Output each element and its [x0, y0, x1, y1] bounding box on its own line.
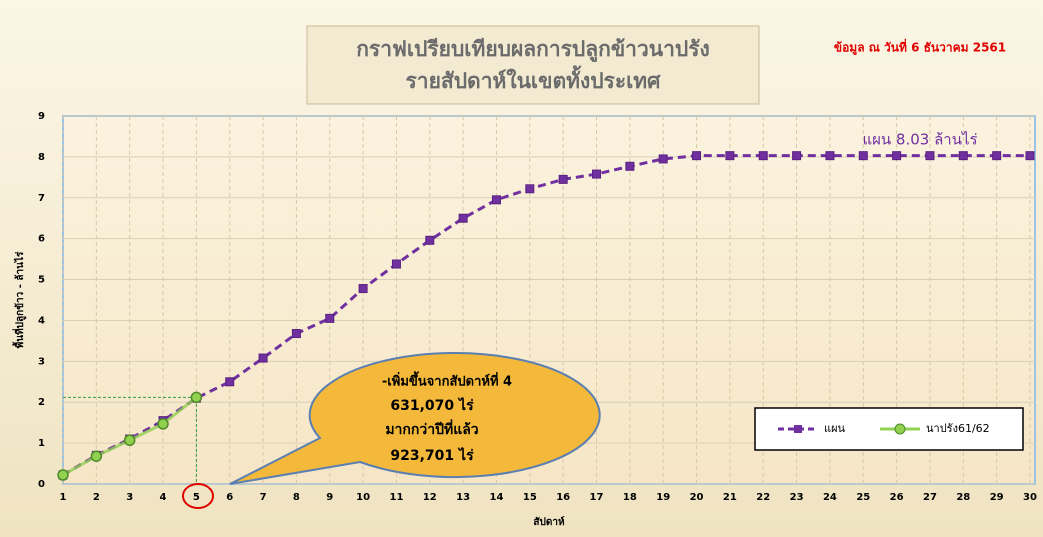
marker: [157, 418, 169, 430]
marker: [858, 151, 868, 161]
x-tick-label: 11: [389, 492, 403, 503]
callout-text: มากกว่าปีที่แล้ว: [385, 419, 478, 438]
x-tick-label: 13: [456, 492, 470, 503]
y-tick-label: 5: [38, 275, 45, 286]
x-tick-label: 1: [60, 492, 67, 503]
x-tick-label: 24: [823, 492, 837, 503]
marker: [958, 151, 968, 161]
y-tick-label: 9: [38, 111, 45, 122]
marker: [358, 284, 368, 294]
marker: [491, 195, 501, 205]
y-tick-label: 0: [38, 479, 45, 490]
marker: [57, 469, 69, 481]
x-tick-label: 30: [1023, 492, 1037, 503]
x-tick-label: 28: [956, 492, 970, 503]
x-tick-label: 4: [160, 492, 167, 503]
x-tick-label: 26: [890, 492, 904, 503]
x-tick-label: 10: [356, 492, 370, 503]
x-tick-label: 21: [723, 492, 737, 503]
y-tick-label: 7: [38, 193, 45, 204]
callout-text: 631,070 ไร่: [390, 396, 474, 414]
marker: [325, 313, 335, 323]
marker: [758, 151, 768, 161]
x-tick-label: 15: [523, 492, 537, 503]
legend-label: แผน: [824, 422, 846, 435]
x-tick-label: 19: [656, 492, 670, 503]
marker: [190, 391, 203, 404]
x-axis-label: สัปดาห์: [533, 516, 565, 528]
marker: [892, 151, 902, 161]
y-tick-label: 1: [38, 438, 45, 449]
x-tick-label: 29: [990, 492, 1004, 503]
chart-title: กราฟเปรียบเทียบผลการปลูกข้าวนาปรัง: [356, 37, 710, 63]
series-line: [62, 154, 1030, 477]
callout-text: -เพิ่มขึ้นจากสัปดาห์ที่ 4: [382, 371, 512, 390]
x-tick-label: 17: [590, 492, 604, 503]
marker: [825, 151, 835, 161]
marker: [558, 174, 568, 184]
y-tick-label: 3: [38, 356, 45, 367]
marker: [992, 151, 1002, 161]
x-tick-label: 14: [490, 492, 504, 503]
marker: [625, 161, 635, 171]
marker: [291, 329, 301, 339]
marker: [792, 151, 802, 161]
legend-marker: [894, 423, 906, 435]
y-tick-label: 6: [38, 234, 45, 245]
x-tick-label: 12: [423, 492, 437, 503]
x-tick-label: 5: [193, 492, 200, 503]
x-tick-label: 18: [623, 492, 637, 503]
marker: [458, 213, 468, 223]
x-tick-label: 2: [93, 492, 100, 503]
y-tick-label: 4: [38, 315, 45, 326]
marker: [692, 151, 702, 161]
chart-subtitle: รายสัปดาห์ในเขตทั้งประเทศ: [406, 65, 662, 93]
guide-line: [63, 396, 197, 484]
x-tick-label: 8: [293, 492, 300, 503]
x-tick-label: 22: [756, 492, 770, 503]
x-tick-label: 6: [226, 492, 233, 503]
y-axis-label: พื้นที่ปลูกข้าว - ล้านไร่: [12, 251, 27, 348]
marker: [225, 377, 235, 387]
x-tick-label: 23: [790, 492, 804, 503]
x-tick-label: 27: [923, 492, 937, 503]
marker: [1025, 151, 1035, 161]
legend-label: นาปรัง61/62: [926, 422, 990, 435]
y-tick-label: 2: [38, 397, 45, 408]
legend-marker: [794, 425, 802, 433]
marker: [592, 169, 602, 179]
marker: [391, 259, 401, 269]
marker: [258, 353, 268, 363]
marker: [525, 184, 535, 194]
marker: [90, 450, 103, 462]
highlight-circle: [182, 483, 214, 509]
x-tick-label: 3: [126, 492, 133, 503]
plan-note: แผน 8.03 ล้านไร่: [862, 131, 977, 149]
marker: [425, 235, 435, 245]
date-note: ข้อมูล ณ วันที่ 6 ธันวาคม 2561: [834, 39, 1006, 56]
marker: [925, 151, 935, 161]
x-tick-label: 16: [556, 492, 570, 503]
x-tick-label: 9: [326, 492, 333, 503]
marker: [123, 434, 136, 446]
x-tick-label: 7: [260, 492, 267, 503]
title-box: [306, 25, 760, 105]
x-tick-label: 25: [856, 492, 870, 503]
callout-bubble: [229, 352, 601, 485]
x-tick-label: 20: [690, 492, 704, 503]
marker: [658, 154, 668, 164]
callout-text: 923,701 ไร่: [390, 446, 474, 464]
y-tick-label: 8: [38, 152, 45, 163]
marker: [725, 151, 735, 161]
